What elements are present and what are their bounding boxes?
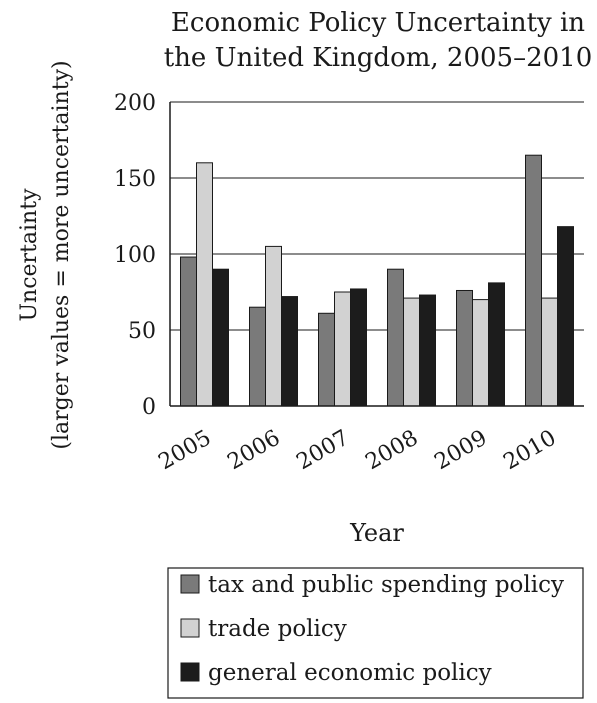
bar-2008-series-3	[419, 294, 436, 407]
y-tick-label-150: 150	[114, 167, 156, 192]
x-tick-label-2009: 2009	[431, 426, 492, 476]
bar-2008-series-1	[387, 268, 404, 407]
bar-2007-series-1	[318, 312, 335, 407]
legend: tax and public spending policy trade poli…	[167, 567, 584, 699]
y-tick-label-200: 200	[114, 91, 156, 116]
y-tick-labels: 0 50 100 150 200	[114, 91, 156, 420]
y-tick-label-100: 100	[114, 243, 156, 268]
legend-label-2: trade policy	[208, 616, 347, 642]
bar-2006-series-1	[249, 306, 266, 407]
x-tick-label-2010: 2010	[500, 426, 561, 476]
bar-2010-series-2	[541, 297, 558, 407]
bar-2005-series-3	[212, 268, 229, 407]
bar-2006-series-2	[265, 245, 282, 407]
x-tick-label-2008: 2008	[362, 426, 423, 476]
y-axis-label-line-1: Uncertainty	[17, 188, 42, 322]
bars	[180, 154, 574, 407]
bar-2007-series-2	[334, 291, 351, 407]
bar-2009-series-1	[456, 289, 473, 407]
bar-2010-series-3	[557, 226, 574, 407]
y-tick-label-0: 0	[142, 395, 156, 420]
bar-2005-series-1	[180, 256, 197, 407]
bar-2007-series-3	[350, 288, 367, 407]
x-axis-label: Year	[349, 519, 404, 547]
x-tick-label-2007: 2007	[293, 426, 354, 476]
legend-swatch-3	[180, 662, 200, 682]
legend-box	[167, 567, 584, 699]
legend-swatch-2	[180, 618, 200, 638]
bar-2008-series-2	[403, 297, 420, 407]
y-tick-label-50: 50	[128, 319, 156, 344]
legend-swatch-1	[180, 574, 200, 594]
bar-2006-series-3	[281, 296, 298, 407]
bar-2010-series-1	[525, 154, 542, 407]
y-axis-label-line-2: (larger values = more uncertainty)	[49, 60, 74, 449]
grid-lines	[170, 101, 584, 331]
x-tick-label-2005: 2005	[155, 426, 216, 476]
chart-title-line-1: Economic Policy Uncertainty in	[171, 8, 585, 38]
x-tick-label-2006: 2006	[224, 426, 285, 476]
chart-title-line-2: the United Kingdom, 2005–2010	[164, 43, 593, 73]
bar-2009-series-2	[472, 299, 489, 407]
bar-2009-series-3	[488, 282, 505, 407]
x-tick-labels: 2005 2006 2007 2008 2009 2010	[155, 426, 561, 476]
bar-2005-series-2	[196, 162, 213, 407]
legend-label-3: general economic policy	[208, 660, 492, 686]
legend-label-1: tax and public spending policy	[208, 572, 564, 598]
